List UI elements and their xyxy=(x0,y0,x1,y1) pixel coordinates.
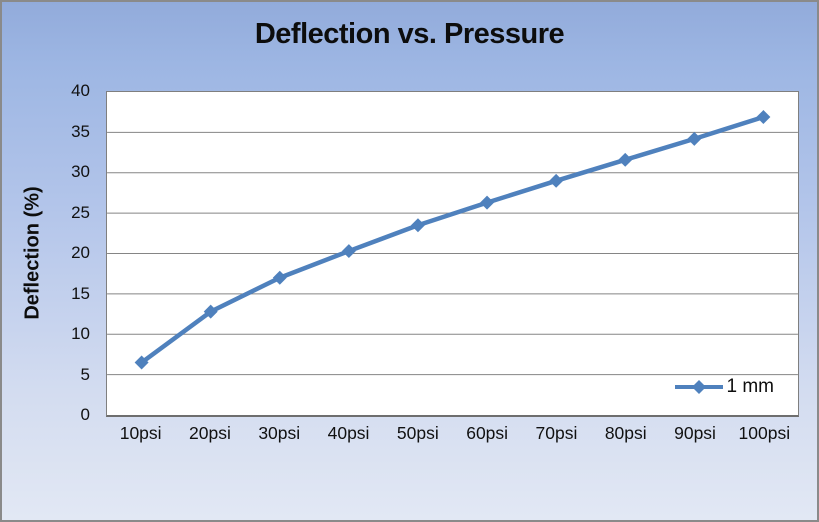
y-tick-label: 0 xyxy=(80,405,90,424)
x-tick-label: 70psi xyxy=(535,423,578,443)
data-point-marker xyxy=(618,152,633,167)
plot-area: 1 mm xyxy=(106,91,799,417)
x-tick-label: 10psi xyxy=(119,423,162,443)
data-point-marker xyxy=(687,131,702,146)
x-tick-label: 90psi xyxy=(674,423,716,443)
line-series-svg xyxy=(107,110,798,376)
x-tick-label: 50psi xyxy=(396,423,439,443)
data-point-marker xyxy=(756,110,771,125)
data-point-marker xyxy=(549,173,564,188)
y-tick-label: 15 xyxy=(71,283,90,303)
y-tick-label: 10 xyxy=(71,324,90,343)
x-tick-label: 100psi xyxy=(738,423,791,443)
y-tick-label: 35 xyxy=(71,121,90,141)
y-tick-label: 20 xyxy=(71,243,90,262)
x-tick-label: 60psi xyxy=(466,423,509,443)
data-point-marker xyxy=(480,195,495,210)
data-point-marker xyxy=(341,244,356,259)
legend-line-marker-icon xyxy=(674,380,723,394)
y-tick-label: 25 xyxy=(71,202,90,222)
data-point-marker xyxy=(203,304,218,319)
chart-title: Deflection vs. Pressure xyxy=(254,18,565,50)
y-tick-label: 40 xyxy=(71,81,90,100)
y-tick-label: 5 xyxy=(80,364,90,384)
legend: 1 mm xyxy=(674,376,775,398)
x-tick-label: 40psi xyxy=(327,423,370,443)
x-tick-label: 30psi xyxy=(258,423,301,443)
x-tick-label: 80psi xyxy=(604,423,647,443)
x-tick-label: 20psi xyxy=(189,423,231,443)
y-axis-tick-labels: 0 5 10 15 20 25 30 35 40 xyxy=(2,2,98,520)
data-point-marker xyxy=(134,355,149,370)
data-point-marker xyxy=(272,270,287,285)
legend-label: 1 mm xyxy=(726,376,775,397)
y-tick-label: 30 xyxy=(71,162,90,181)
data-point-marker xyxy=(410,218,425,233)
